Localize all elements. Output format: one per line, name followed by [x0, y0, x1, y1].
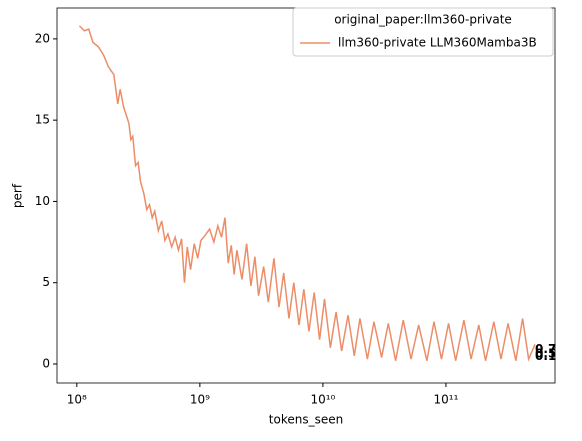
x-axis-label: tokens_seen — [269, 413, 343, 427]
legend-label: llm360-private LLM360Mamba3B — [338, 36, 537, 50]
y-axis-label: perf — [11, 183, 25, 208]
x-tick-label: 10¹⁰ — [310, 393, 335, 407]
plot-frame — [56, 7, 556, 384]
annotation: 0.7 — [535, 342, 556, 356]
y-tick-label: 15 — [35, 113, 50, 127]
x-tick-label: 10¹¹ — [433, 393, 458, 407]
legend-box — [292, 7, 554, 57]
line — [78, 25, 536, 362]
y-tick-label: 0 — [42, 356, 50, 370]
y-tick-label: 5 — [42, 275, 50, 289]
x-tick-label: 10⁹ — [190, 393, 210, 407]
x-tick-label: 10⁸ — [67, 393, 87, 407]
annotation: 0.1 — [535, 349, 556, 363]
annotation: 0.5 — [535, 347, 556, 361]
y-tick-label: 10 — [35, 194, 50, 208]
legend-title: original_paper:llm360-private — [334, 13, 512, 27]
y-tick-label: 20 — [35, 31, 50, 45]
